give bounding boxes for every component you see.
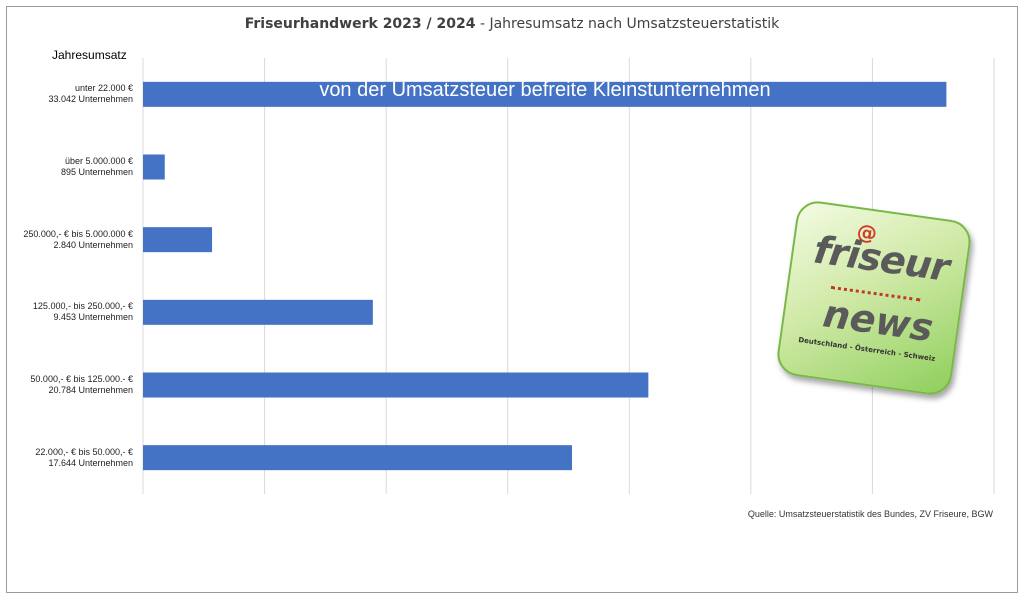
category-count-5: 17.644 Unternehmen <box>48 457 133 468</box>
category-label-5: 22.000,- € bis 50.000,- €17.644 Unterneh… <box>0 447 133 469</box>
bar-4 <box>143 372 649 398</box>
category-range-3: 125.000,- bis 250.000,- € <box>32 301 133 312</box>
category-count-0: 33.042 Unternehmen <box>48 94 133 105</box>
category-count-3: 9.453 Unternehmen <box>53 312 133 323</box>
y-axis-label: Jahresumsatz <box>52 48 127 62</box>
bar-1 <box>143 154 165 180</box>
category-count-1: 895 Unternehmen <box>60 167 133 177</box>
source-note: Quelle: Umsatzsteuerstatistik des Bundes… <box>747 509 993 519</box>
category-label-0: unter 22.000 €33.042 Unternehmen <box>0 83 133 105</box>
bar-5 <box>143 445 573 471</box>
category-count-4: 20.784 Unternehmen <box>48 385 133 395</box>
bar-2 <box>143 227 213 253</box>
chart-title: Friseurhandwerk 2023 / 2024 - Jahresumsa… <box>0 16 1024 32</box>
chart-subtitle: Jahresumsatz nach Umsatzsteuerstatistik <box>489 16 780 32</box>
bar-0 <box>143 81 947 107</box>
category-range-0: unter 22.000 € <box>74 83 133 94</box>
category-label-4: 50.000,- € bis 125.000.- €20.784 Unterne… <box>0 374 133 396</box>
chart-title-main: Friseurhandwerk 2023 / 2024 <box>244 16 476 32</box>
category-count-2: 2.840 Unternehmen <box>53 239 133 250</box>
bar-3 <box>143 299 373 325</box>
logo-word-friseur: friseur <box>811 227 952 290</box>
category-label-2: 250.000,- € bis 5.000.000 €2.840 Unterne… <box>0 229 133 251</box>
category-label-1: über 5.000.000 €895 Unternehmen <box>0 156 133 178</box>
chart-title-separator: - <box>479 16 485 32</box>
category-range-1: über 5.000.000 € <box>64 156 133 166</box>
category-range-2: 250.000,- € bis 5.000.000 € <box>23 228 133 239</box>
friseur-news-logo: @ friseur news Deutschland - Österreich … <box>774 198 974 398</box>
category-range-4: 50.000,- € bis 125.000.- € <box>30 374 133 384</box>
category-range-5: 22.000,- € bis 50.000,- € <box>35 446 133 457</box>
category-label-3: 125.000,- bis 250.000,- €9.453 Unternehm… <box>0 301 133 323</box>
